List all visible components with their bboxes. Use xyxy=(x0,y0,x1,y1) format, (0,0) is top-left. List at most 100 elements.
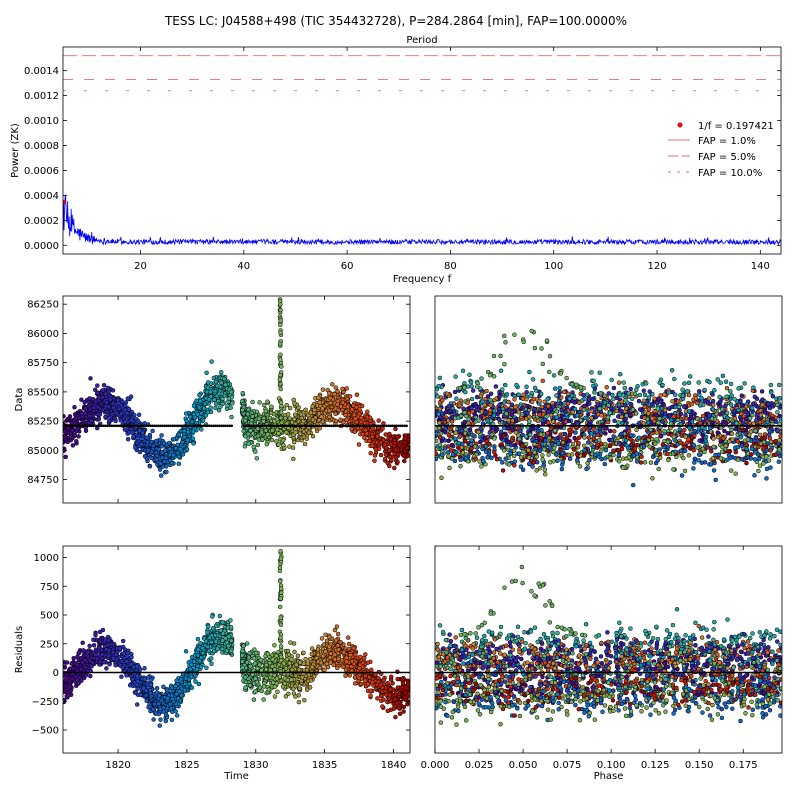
scatter-point xyxy=(498,390,502,394)
scatter-point xyxy=(97,395,101,399)
scatter-point xyxy=(505,392,509,396)
scatter-point xyxy=(688,374,692,378)
scatter-point xyxy=(687,453,691,457)
scatter-point xyxy=(680,474,684,478)
scatter-point xyxy=(526,411,530,415)
scatter-point xyxy=(584,416,588,420)
scatter-point xyxy=(489,403,493,407)
scatter-point xyxy=(492,409,496,413)
scatter-point xyxy=(658,448,662,452)
scatter-point xyxy=(743,381,747,385)
x-tick-label: 60 xyxy=(341,261,354,272)
scatter-point xyxy=(365,432,369,436)
scatter-point xyxy=(643,439,647,443)
scatter-point xyxy=(599,442,603,446)
scatter-point xyxy=(740,394,744,398)
scatter-point xyxy=(87,404,91,408)
scatter-point xyxy=(206,380,210,384)
scatter-point xyxy=(765,476,769,480)
scatter-point xyxy=(311,404,315,408)
scatter-point xyxy=(698,421,702,425)
flare-point xyxy=(530,329,534,333)
scatter-point xyxy=(700,461,704,465)
scatter-point xyxy=(777,447,781,451)
scatter-point xyxy=(553,429,557,433)
scatter-point xyxy=(724,444,728,448)
scatter-point xyxy=(470,384,474,388)
scatter-point xyxy=(725,386,729,390)
scatter-point xyxy=(725,416,729,420)
scatter-point xyxy=(623,403,627,407)
scatter-point xyxy=(336,399,340,403)
y-tick-label: 85250 xyxy=(27,417,59,428)
scatter-point xyxy=(629,413,633,417)
scatter-point xyxy=(599,449,603,453)
scatter-point xyxy=(81,419,85,423)
flare-point xyxy=(502,334,506,338)
scatter-point xyxy=(590,409,594,413)
scatter-point xyxy=(713,453,717,457)
scatter-point xyxy=(630,397,634,401)
scatter-point xyxy=(596,443,600,447)
flare-point xyxy=(462,386,466,390)
scatter-point xyxy=(348,394,352,398)
scatter-point xyxy=(590,416,594,420)
scatter-point xyxy=(626,446,630,450)
scatter-point xyxy=(504,457,508,461)
scatter-point xyxy=(339,405,343,409)
scatter-point xyxy=(769,390,773,394)
plot-area xyxy=(433,329,784,487)
scatter-point xyxy=(568,457,572,461)
scatter-point xyxy=(502,401,506,405)
scatter-point xyxy=(480,410,484,414)
scatter-point xyxy=(454,450,458,454)
scatter-point xyxy=(629,443,633,447)
scatter-point xyxy=(550,442,554,446)
scatter-point xyxy=(393,441,397,445)
scatter-point xyxy=(136,419,140,423)
scatter-point xyxy=(288,417,292,421)
scatter-point xyxy=(567,453,571,457)
scatter-point xyxy=(721,374,725,378)
scatter-point xyxy=(538,413,542,417)
scatter-point xyxy=(89,376,93,380)
scatter-point xyxy=(350,427,354,431)
scatter-point xyxy=(477,430,481,434)
scatter-point xyxy=(733,397,737,401)
scatter-point xyxy=(209,406,213,410)
scatter-point xyxy=(62,414,66,418)
scatter-point xyxy=(659,434,663,438)
scatter-point xyxy=(777,438,781,442)
scatter-point xyxy=(123,428,127,432)
scatter-point xyxy=(126,397,130,401)
scatter-point xyxy=(252,445,256,449)
scatter-point xyxy=(647,407,651,411)
scatter-point xyxy=(617,459,621,463)
scatter-point xyxy=(719,381,723,385)
flare-point xyxy=(504,340,508,344)
scatter-point xyxy=(513,409,517,413)
scatter-point xyxy=(150,456,154,460)
scatter-point xyxy=(321,388,325,392)
scatter-point xyxy=(655,401,659,405)
scatter-point xyxy=(77,434,81,438)
scatter-point xyxy=(501,469,505,473)
scatter-point xyxy=(147,448,151,452)
flare-point xyxy=(545,339,549,343)
scatter-point xyxy=(633,447,637,451)
scatter-point xyxy=(208,390,212,394)
scatter-point xyxy=(396,460,400,464)
scatter-point xyxy=(384,433,388,437)
scatter-point xyxy=(552,373,556,377)
scatter-point xyxy=(695,417,699,421)
scatter-point xyxy=(192,404,196,408)
scatter-point xyxy=(217,408,221,412)
scatter-point xyxy=(542,447,546,451)
scatter-point xyxy=(692,461,696,465)
scatter-point xyxy=(171,453,175,457)
scatter-point xyxy=(350,408,354,412)
scatter-point xyxy=(612,386,616,390)
scatter-point xyxy=(643,393,647,397)
scatter-point xyxy=(746,438,750,442)
scatter-point xyxy=(470,397,474,401)
